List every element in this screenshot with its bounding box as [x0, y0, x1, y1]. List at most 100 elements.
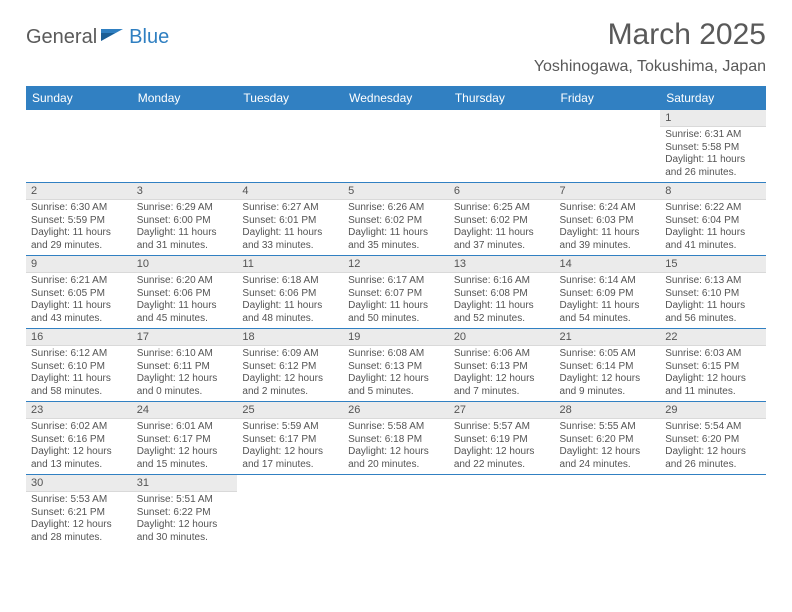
calendar-day-cell: 6Sunrise: 6:25 AMSunset: 6:02 PMDaylight…	[449, 183, 555, 256]
day-number: 5	[343, 183, 449, 200]
sunset-text: Sunset: 6:19 PM	[454, 434, 550, 447]
calendar-day-cell	[132, 110, 238, 183]
day-number: 14	[555, 256, 661, 273]
daylight-text: and 11 minutes.	[665, 386, 761, 399]
sunset-text: Sunset: 6:12 PM	[242, 361, 338, 374]
day-details: Sunrise: 6:03 AMSunset: 6:15 PMDaylight:…	[660, 346, 766, 401]
calendar-day-cell	[449, 475, 555, 548]
weekday-header: Saturday	[660, 86, 766, 110]
location: Yoshinogawa, Tokushima, Japan	[534, 58, 766, 76]
daylight-text: Daylight: 12 hours	[454, 446, 550, 459]
sunrise-text: Sunrise: 6:16 AM	[454, 275, 550, 288]
sunrise-text: Sunrise: 6:20 AM	[137, 275, 233, 288]
day-number: 8	[660, 183, 766, 200]
calendar-day-cell: 21Sunrise: 6:05 AMSunset: 6:14 PMDayligh…	[555, 329, 661, 402]
daylight-text: and 26 minutes.	[665, 167, 761, 180]
daylight-text: Daylight: 12 hours	[560, 373, 656, 386]
calendar-day-cell: 23Sunrise: 6:02 AMSunset: 6:16 PMDayligh…	[26, 402, 132, 475]
daylight-text: Daylight: 11 hours	[560, 227, 656, 240]
day-details: Sunrise: 6:10 AMSunset: 6:11 PMDaylight:…	[132, 346, 238, 401]
sunrise-text: Sunrise: 6:14 AM	[560, 275, 656, 288]
daylight-text: Daylight: 11 hours	[242, 300, 338, 313]
sunrise-text: Sunrise: 5:55 AM	[560, 421, 656, 434]
sunrise-text: Sunrise: 6:09 AM	[242, 348, 338, 361]
weekday-header: Tuesday	[237, 86, 343, 110]
day-number: 15	[660, 256, 766, 273]
day-number: 10	[132, 256, 238, 273]
calendar-day-cell: 22Sunrise: 6:03 AMSunset: 6:15 PMDayligh…	[660, 329, 766, 402]
sunset-text: Sunset: 6:07 PM	[348, 288, 444, 301]
calendar-table: Sunday Monday Tuesday Wednesday Thursday…	[26, 86, 766, 547]
day-number: 7	[555, 183, 661, 200]
daylight-text: and 52 minutes.	[454, 313, 550, 326]
daylight-text: Daylight: 12 hours	[137, 519, 233, 532]
calendar-day-cell: 16Sunrise: 6:12 AMSunset: 6:10 PMDayligh…	[26, 329, 132, 402]
calendar-day-cell: 3Sunrise: 6:29 AMSunset: 6:00 PMDaylight…	[132, 183, 238, 256]
day-number: 4	[237, 183, 343, 200]
sunrise-text: Sunrise: 6:24 AM	[560, 202, 656, 215]
calendar-day-cell	[237, 110, 343, 183]
daylight-text: and 22 minutes.	[454, 459, 550, 472]
sunrise-text: Sunrise: 6:10 AM	[137, 348, 233, 361]
daylight-text: and 50 minutes.	[348, 313, 444, 326]
calendar-day-cell	[449, 110, 555, 183]
daylight-text: and 9 minutes.	[560, 386, 656, 399]
daylight-text: Daylight: 12 hours	[31, 446, 127, 459]
sunrise-text: Sunrise: 6:12 AM	[31, 348, 127, 361]
calendar-week-row: 16Sunrise: 6:12 AMSunset: 6:10 PMDayligh…	[26, 329, 766, 402]
sunset-text: Sunset: 6:02 PM	[454, 215, 550, 228]
calendar-day-cell	[660, 475, 766, 548]
daylight-text: and 13 minutes.	[31, 459, 127, 472]
day-details: Sunrise: 6:30 AMSunset: 5:59 PMDaylight:…	[26, 200, 132, 255]
title-block: March 2025 Yoshinogawa, Tokushima, Japan	[534, 18, 766, 76]
sunrise-text: Sunrise: 6:05 AM	[560, 348, 656, 361]
day-details: Sunrise: 5:53 AMSunset: 6:21 PMDaylight:…	[26, 492, 132, 547]
daylight-text: and 37 minutes.	[454, 240, 550, 253]
calendar-day-cell: 19Sunrise: 6:08 AMSunset: 6:13 PMDayligh…	[343, 329, 449, 402]
calendar-day-cell: 17Sunrise: 6:10 AMSunset: 6:11 PMDayligh…	[132, 329, 238, 402]
calendar-day-cell: 5Sunrise: 6:26 AMSunset: 6:02 PMDaylight…	[343, 183, 449, 256]
daylight-text: Daylight: 12 hours	[348, 373, 444, 386]
daylight-text: Daylight: 12 hours	[137, 373, 233, 386]
sunrise-text: Sunrise: 5:54 AM	[665, 421, 761, 434]
calendar-day-cell	[26, 110, 132, 183]
calendar-day-cell	[555, 475, 661, 548]
daylight-text: and 39 minutes.	[560, 240, 656, 253]
sunset-text: Sunset: 6:13 PM	[454, 361, 550, 374]
daylight-text: Daylight: 11 hours	[137, 227, 233, 240]
day-details: Sunrise: 5:54 AMSunset: 6:20 PMDaylight:…	[660, 419, 766, 474]
flag-icon	[101, 27, 125, 48]
calendar-day-cell: 13Sunrise: 6:16 AMSunset: 6:08 PMDayligh…	[449, 256, 555, 329]
sunset-text: Sunset: 6:06 PM	[137, 288, 233, 301]
daylight-text: and 45 minutes.	[137, 313, 233, 326]
daylight-text: and 7 minutes.	[454, 386, 550, 399]
daylight-text: Daylight: 12 hours	[665, 446, 761, 459]
day-details: Sunrise: 6:29 AMSunset: 6:00 PMDaylight:…	[132, 200, 238, 255]
calendar-day-cell: 31Sunrise: 5:51 AMSunset: 6:22 PMDayligh…	[132, 475, 238, 548]
daylight-text: Daylight: 11 hours	[454, 300, 550, 313]
day-details: Sunrise: 6:27 AMSunset: 6:01 PMDaylight:…	[237, 200, 343, 255]
day-details: Sunrise: 6:02 AMSunset: 6:16 PMDaylight:…	[26, 419, 132, 474]
logo-text-blue: Blue	[129, 26, 169, 49]
day-details: Sunrise: 5:58 AMSunset: 6:18 PMDaylight:…	[343, 419, 449, 474]
day-details: Sunrise: 6:16 AMSunset: 6:08 PMDaylight:…	[449, 273, 555, 328]
sunrise-text: Sunrise: 5:57 AM	[454, 421, 550, 434]
daylight-text: Daylight: 12 hours	[348, 446, 444, 459]
day-details: Sunrise: 5:57 AMSunset: 6:19 PMDaylight:…	[449, 419, 555, 474]
calendar-week-row: 1Sunrise: 6:31 AMSunset: 5:58 PMDaylight…	[26, 110, 766, 183]
day-number: 19	[343, 329, 449, 346]
day-number: 13	[449, 256, 555, 273]
sunset-text: Sunset: 6:05 PM	[31, 288, 127, 301]
calendar-day-cell: 20Sunrise: 6:06 AMSunset: 6:13 PMDayligh…	[449, 329, 555, 402]
daylight-text: Daylight: 11 hours	[242, 227, 338, 240]
day-number: 11	[237, 256, 343, 273]
calendar-day-cell: 27Sunrise: 5:57 AMSunset: 6:19 PMDayligh…	[449, 402, 555, 475]
day-details: Sunrise: 6:18 AMSunset: 6:06 PMDaylight:…	[237, 273, 343, 328]
sunset-text: Sunset: 6:13 PM	[348, 361, 444, 374]
daylight-text: Daylight: 11 hours	[348, 227, 444, 240]
calendar-week-row: 23Sunrise: 6:02 AMSunset: 6:16 PMDayligh…	[26, 402, 766, 475]
sunrise-text: Sunrise: 6:25 AM	[454, 202, 550, 215]
day-number: 31	[132, 475, 238, 492]
day-number: 6	[449, 183, 555, 200]
daylight-text: Daylight: 11 hours	[665, 227, 761, 240]
